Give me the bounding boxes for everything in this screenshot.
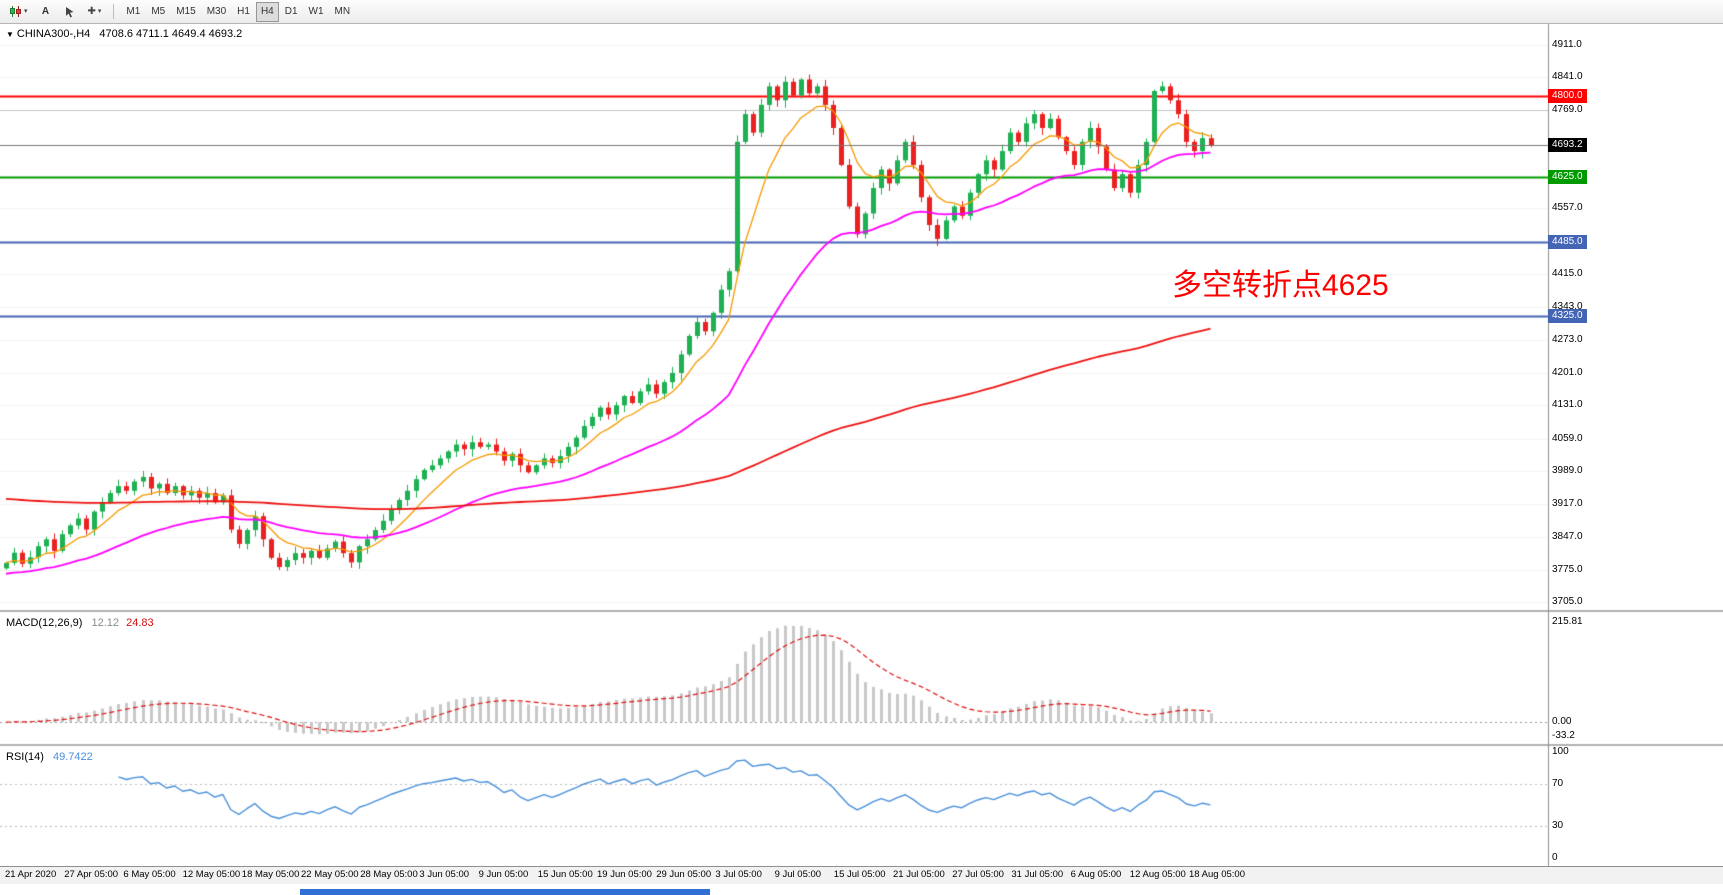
timeframe-button-mn[interactable]: MN [330, 2, 356, 22]
chart-toolbar: ▾ A ✚ ▾ M1 M5 M15 M30 H1 H4 D1 W1 MN [0, 0, 1723, 24]
annotation-text[interactable]: 多空转折点4625 [1172, 269, 1389, 302]
caret-down-icon: ▾ [24, 8, 28, 15]
timeframe-button-d1[interactable]: D1 [280, 2, 303, 22]
timeframe-button-m5[interactable]: M5 [146, 2, 170, 22]
timeframe-button-m1[interactable]: M1 [121, 2, 145, 22]
candlestick-chart-icon [10, 6, 21, 17]
crosshair-icon: ✚ [87, 6, 96, 17]
chart-type-button[interactable]: ▾ [4, 2, 33, 22]
cursor-tool-button[interactable] [59, 2, 81, 22]
timeframe-button-h4[interactable]: H4 [255, 1, 279, 22]
cursor-arrow-icon [66, 6, 74, 17]
caret-down-icon: ▾ [97, 8, 102, 15]
crosshair-tool-button[interactable]: ✚ ▾ [83, 2, 107, 22]
symbol-expander-icon[interactable]: ▼ [6, 30, 14, 39]
price-axis[interactable] [1548, 24, 1723, 866]
bottom-edge-strip [0, 884, 1723, 895]
time-axis[interactable] [0, 866, 1723, 884]
timeframe-button-w1[interactable]: W1 [304, 2, 329, 22]
timeframe-button-m15[interactable]: M15 [171, 2, 200, 22]
background-window-edge [300, 889, 710, 895]
timeframe-button-group: M1 M5 M15 M30 H1 H4 D1 W1 MN [121, 1, 356, 22]
text-tool-button[interactable]: A [35, 2, 57, 22]
timeframe-button-m30[interactable]: M30 [202, 2, 231, 22]
toolbar-separator [113, 4, 115, 19]
timeframe-button-h1[interactable]: H1 [232, 2, 255, 22]
